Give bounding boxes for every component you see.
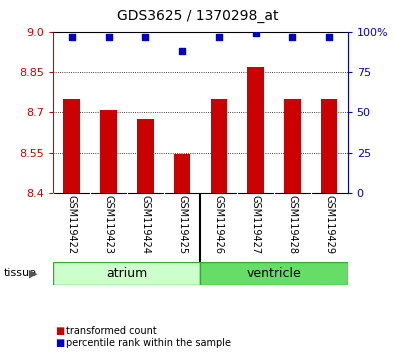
- Point: [69, 34, 75, 40]
- Text: transformed count: transformed count: [66, 326, 157, 336]
- Bar: [284, 99, 301, 193]
- Bar: [100, 110, 117, 193]
- Text: tissue: tissue: [4, 268, 37, 279]
- Point: [105, 34, 112, 40]
- Bar: [247, 67, 264, 193]
- Text: GSM119428: GSM119428: [288, 195, 297, 254]
- Text: ■: ■: [55, 338, 64, 348]
- Text: ■: ■: [55, 326, 64, 336]
- Text: GSM119423: GSM119423: [103, 195, 113, 254]
- Bar: [174, 154, 190, 193]
- Text: GSM119426: GSM119426: [214, 195, 224, 254]
- Point: [216, 34, 222, 40]
- Text: percentile rank within the sample: percentile rank within the sample: [66, 338, 231, 348]
- Bar: [64, 99, 80, 193]
- Bar: [137, 119, 154, 193]
- Point: [289, 34, 295, 40]
- Point: [179, 48, 185, 54]
- Point: [142, 34, 149, 40]
- Text: GSM119424: GSM119424: [140, 195, 150, 254]
- Bar: [53, 262, 201, 285]
- Text: atrium: atrium: [106, 267, 147, 280]
- Bar: [201, 262, 348, 285]
- Text: GSM119429: GSM119429: [324, 195, 334, 254]
- Point: [252, 31, 259, 36]
- Text: GSM119425: GSM119425: [177, 195, 187, 254]
- Text: GSM119422: GSM119422: [67, 195, 77, 254]
- Text: ▶: ▶: [28, 268, 37, 279]
- Bar: [211, 99, 227, 193]
- Text: ventricle: ventricle: [246, 267, 301, 280]
- Bar: [321, 99, 337, 193]
- Text: GSM119427: GSM119427: [251, 195, 261, 254]
- Point: [326, 34, 332, 40]
- Text: GDS3625 / 1370298_at: GDS3625 / 1370298_at: [117, 9, 278, 23]
